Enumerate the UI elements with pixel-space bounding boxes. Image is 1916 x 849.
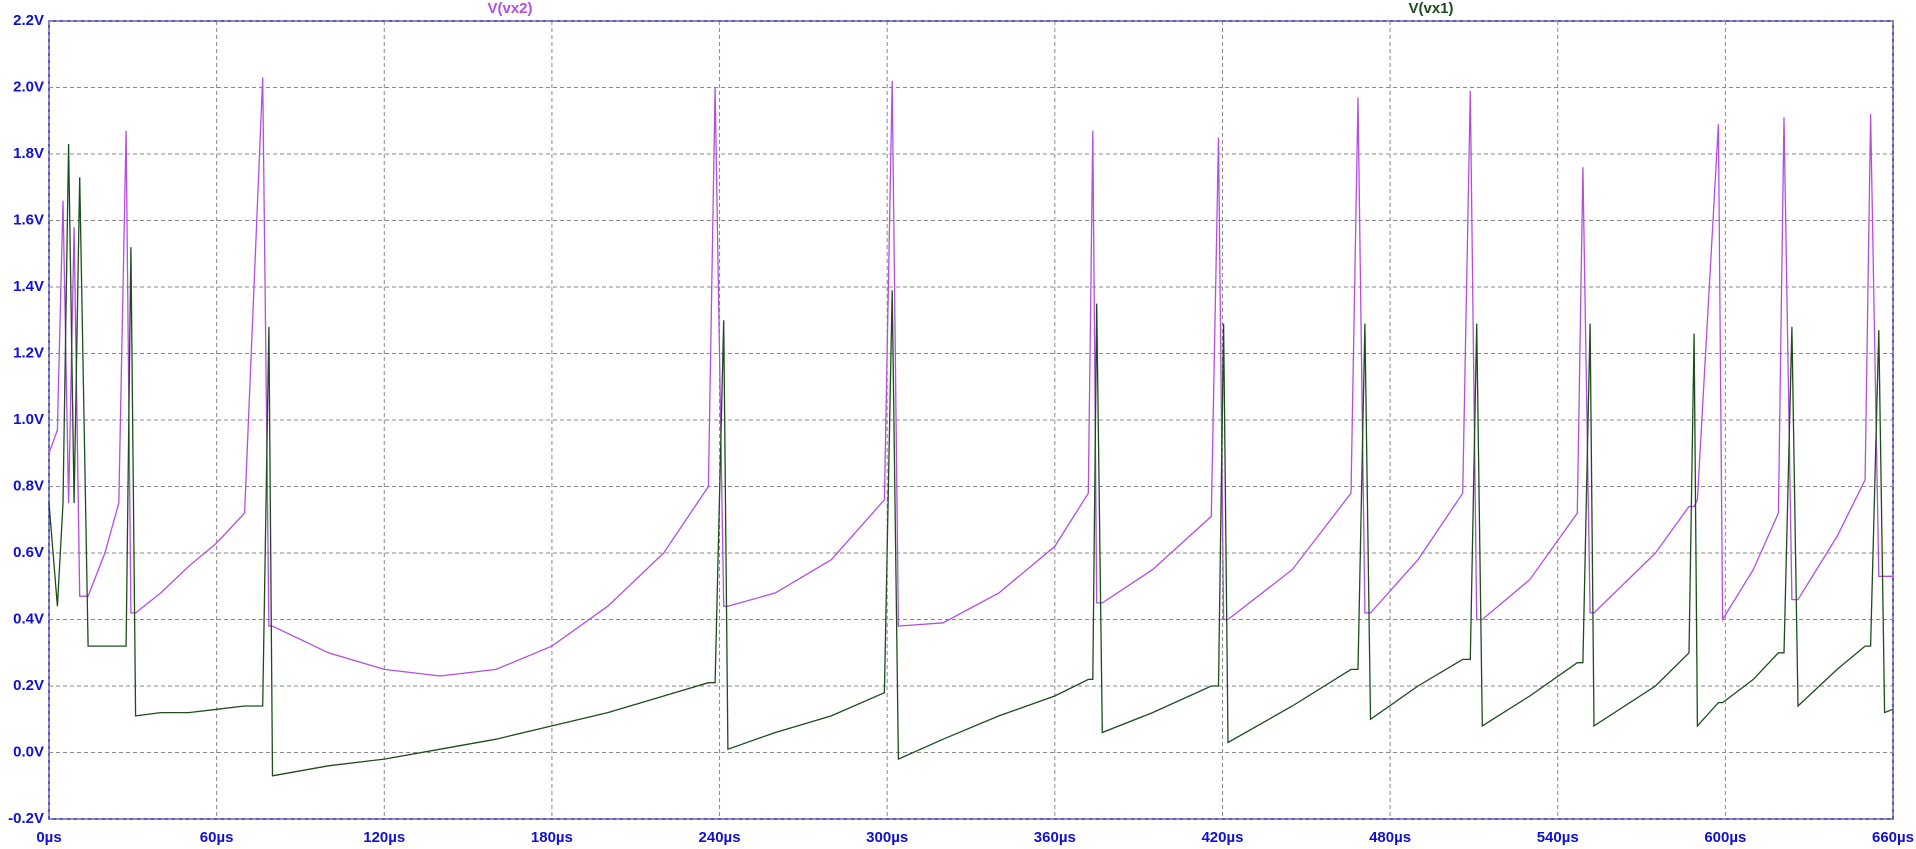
- y-tick-label: 1.6V: [13, 211, 44, 228]
- x-tick-label: 420µs: [1201, 829, 1243, 846]
- y-tick-label: 1.0V: [13, 411, 44, 428]
- x-tick-label: 0µs: [36, 829, 61, 846]
- legend-entry: V(vx1): [1408, 0, 1453, 17]
- legend-entry: V(vx2): [487, 0, 532, 17]
- y-tick-label: -0.2V: [8, 810, 44, 827]
- y-tick-label: 1.2V: [13, 344, 44, 361]
- x-tick-label: 120µs: [363, 829, 405, 846]
- series-line: [48, 77, 1893, 677]
- x-tick-label: 60µs: [200, 829, 234, 846]
- x-tick-label: 540µs: [1537, 829, 1579, 846]
- y-tick-label: 0.6V: [13, 544, 44, 561]
- x-tick-label: 300µs: [866, 829, 908, 846]
- y-tick-label: 2.0V: [13, 78, 44, 95]
- y-tick-label: 1.8V: [13, 145, 44, 162]
- y-tick-label: 0.0V: [13, 743, 44, 760]
- x-tick-label: 240µs: [699, 829, 741, 846]
- x-tick-label: 600µs: [1704, 829, 1746, 846]
- x-tick-label: 360µs: [1034, 829, 1076, 846]
- series-line: [48, 143, 1894, 777]
- y-tick-label: 0.4V: [13, 610, 44, 627]
- y-tick-label: 1.4V: [13, 278, 44, 295]
- y-tick-label: 0.8V: [13, 477, 44, 494]
- x-tick-label: 660µs: [1872, 829, 1914, 846]
- y-tick-label: 2.2V: [13, 12, 44, 29]
- y-tick-label: 0.2V: [13, 677, 44, 694]
- x-tick-label: 480µs: [1369, 829, 1411, 846]
- x-tick-label: 180µs: [531, 829, 573, 846]
